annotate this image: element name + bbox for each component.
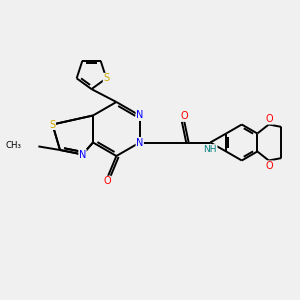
Text: CH₃: CH₃: [6, 141, 22, 150]
Text: NH: NH: [203, 145, 217, 154]
Text: N: N: [136, 110, 143, 121]
Text: O: O: [266, 114, 273, 124]
Text: N: N: [79, 149, 86, 160]
Text: N: N: [136, 137, 143, 148]
Text: O: O: [180, 111, 188, 122]
Text: S: S: [50, 119, 56, 130]
Text: S: S: [103, 73, 110, 83]
Text: O: O: [266, 161, 273, 171]
Text: O: O: [103, 176, 111, 186]
